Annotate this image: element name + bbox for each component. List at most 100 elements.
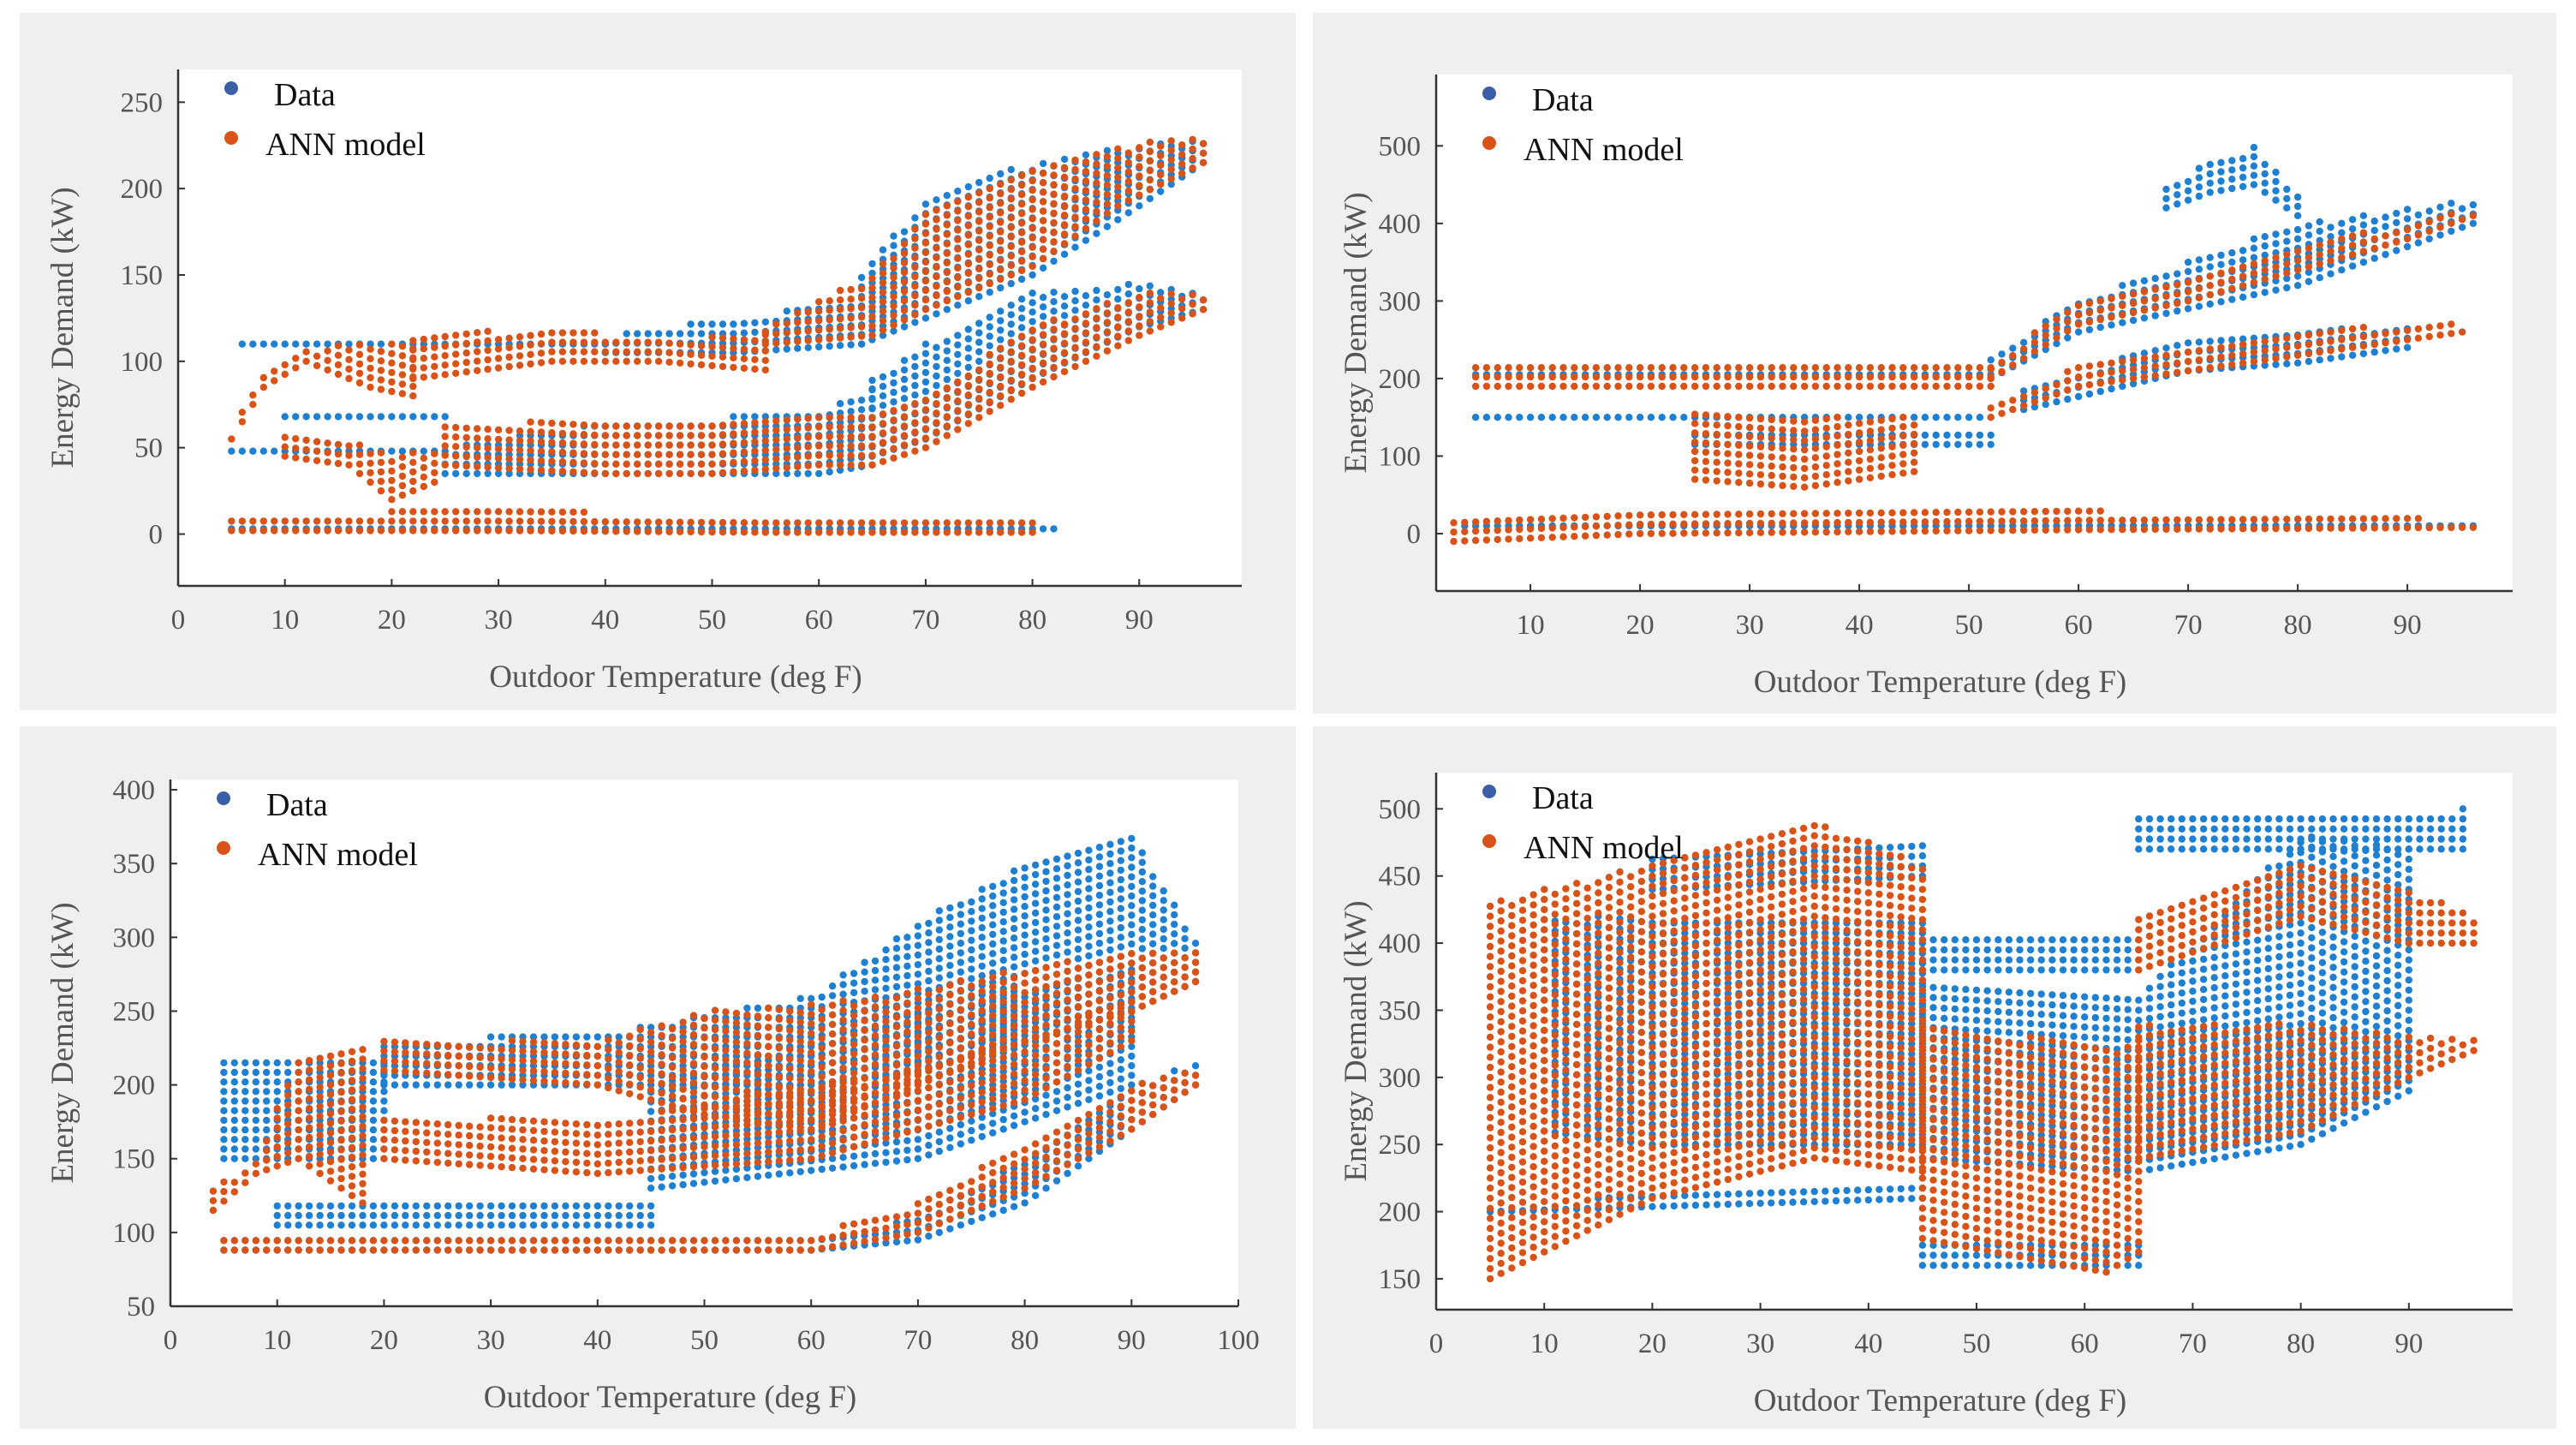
data-point [1103,171,1112,179]
data-point [402,1081,409,1089]
data-point [1768,471,1775,480]
data-point [1064,939,1071,946]
data-point [2053,334,2060,342]
data-point [452,360,460,367]
data-point [2458,205,2466,212]
data-point [2393,218,2400,227]
data-point [943,192,951,200]
data-point [1010,876,1018,885]
data-point [2151,285,2159,293]
data-point [1050,181,1058,188]
data-point [2129,299,2138,308]
data-point [1834,414,1841,421]
data-point [388,527,396,534]
data-point [334,370,343,379]
data-point [978,934,986,941]
data-point [1050,335,1058,343]
data-point [1625,521,1633,528]
data-point [452,369,460,377]
data-point [1702,430,1710,438]
data-point [1932,517,1940,526]
data-point [1103,319,1112,326]
data-point [818,993,826,1001]
data-point [1450,519,1458,527]
data-point [494,445,503,453]
data-point [836,466,844,475]
data-point [302,413,310,421]
data-point [2162,344,2170,352]
data-point [519,1221,527,1229]
data-point [505,436,513,444]
data-point [1039,331,1047,338]
data-point [1074,869,1082,876]
data-point [345,442,353,450]
data-point [986,289,993,296]
data-point [1845,468,1852,475]
data-point [1768,415,1775,424]
data-point [580,527,588,535]
data-point [783,308,790,315]
data-point [900,366,909,374]
data-point [665,441,673,449]
data-point [1735,441,1743,449]
data-point [1029,243,1036,251]
data-point [494,336,503,343]
data-point [1779,382,1786,391]
data-point [623,348,630,355]
data-point [933,235,940,242]
data-point [964,203,973,211]
data-point [804,462,812,469]
data-point [1124,187,1133,195]
data-point [1965,382,1973,391]
data-point [1943,431,1951,439]
data-point [1010,915,1018,923]
data-point [1093,151,1100,158]
data-point [1548,414,1556,421]
data-point [476,1221,484,1229]
y-tick-label: 0 [149,519,164,550]
data-point [890,283,897,291]
data-point [804,528,812,536]
data-point [2162,309,2170,318]
data-point [548,429,556,437]
data-point [751,413,759,421]
data-point [484,454,492,462]
data-point [2293,248,2302,255]
data-point [668,1173,677,1180]
data-point [943,356,951,364]
data-point [580,459,588,467]
data-point [2174,270,2181,278]
data-point [815,469,823,478]
data-point [271,447,278,455]
data-point [890,416,897,424]
data-point [2382,524,2389,532]
data-point [2162,292,2170,301]
data-point [2195,183,2203,191]
data-point [1834,510,1841,517]
data-point [900,432,909,439]
data-point [1082,302,1090,309]
data-point [2293,332,2302,341]
data-point [636,1211,644,1220]
data-point [302,340,310,348]
data-point [1138,887,1147,895]
data-point [281,517,289,525]
data-point [900,240,909,248]
chart-panel-2: 10 20 30 40 50 60 70 80 900100200300400500Outdoo… [1313,13,2556,714]
data-point [740,519,748,527]
data-point [794,519,802,527]
data-point [1822,528,1830,536]
data-point [761,340,769,348]
data-point [1713,439,1720,448]
data-point [583,1202,591,1210]
data-point [409,458,417,466]
data-point [1114,182,1122,191]
data-point [986,388,993,397]
data-point [697,518,706,527]
data-point [1138,897,1147,905]
data-point [1888,471,1896,479]
data-point [2009,517,2017,525]
data-point [986,332,993,340]
data-point [284,1221,292,1229]
data-point [933,302,940,309]
